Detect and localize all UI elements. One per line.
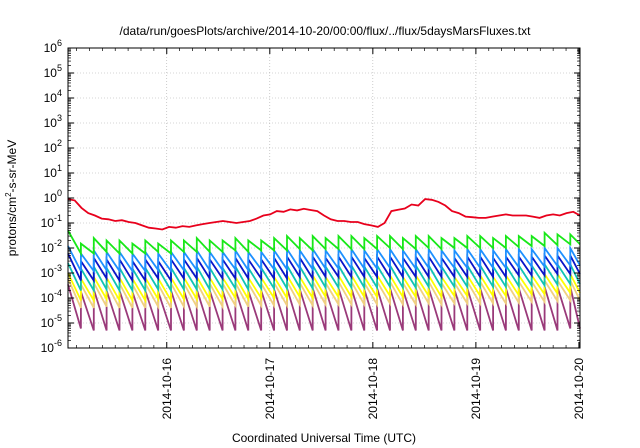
y-axis: 10-6 10-5 10-4 10-3 10-2 10-1 100 101 102 103 104 1… <box>41 38 580 355</box>
y-axis-label: protons/cm2-s-sr-MeV <box>4 140 19 256</box>
y-tick-label: 10-2 <box>41 238 62 255</box>
y-tick-label: 10-6 <box>41 338 62 355</box>
y-axis-label-sup: 2 <box>4 192 13 197</box>
series-lines <box>67 198 581 331</box>
x-axis: 2014-10-16 2014-10-17 2014-10-18 2014-10-19… <box>76 48 586 420</box>
series-line <box>67 198 581 231</box>
y-tick-label: 10-3 <box>41 263 62 280</box>
y-axis-label-suffix: -s-sr-MeV <box>5 140 19 193</box>
x-axis-label: Coordinated Universal Time (UTC) <box>232 431 416 445</box>
y-tick-label: 103 <box>44 113 62 130</box>
y-tick-label: 105 <box>44 63 62 80</box>
chart-title: /data/run/goesPlots/archive/2014-10-20/0… <box>120 24 532 38</box>
x-tick-label: 2014-10-16 <box>160 358 174 420</box>
series-line <box>67 244 581 274</box>
y-tick-label: 10-1 <box>41 213 62 230</box>
x-tick-label: 2014-10-20 <box>572 358 586 420</box>
x-tick-label: 2014-10-18 <box>366 358 380 420</box>
y-axis-label-prefix: protons/cm <box>5 197 19 256</box>
y-tick-label: 100 <box>44 188 62 205</box>
x-tick-label: 2014-10-17 <box>263 358 277 420</box>
series-line <box>67 230 581 257</box>
y-tick-label: 102 <box>44 138 62 155</box>
y-tick-label: 101 <box>44 163 62 180</box>
y-tick-label: 106 <box>44 38 62 55</box>
x-tick-label: 2014-10-19 <box>469 358 483 420</box>
y-tick-label: 10-5 <box>41 313 62 330</box>
y-tick-label: 104 <box>44 88 62 105</box>
y-tick-label: 10-4 <box>41 288 62 305</box>
